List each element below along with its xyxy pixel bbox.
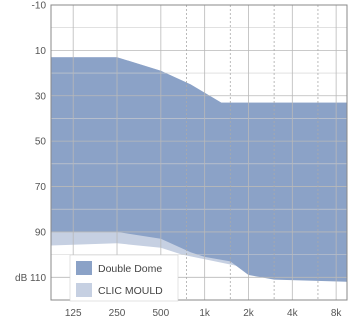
legend: Double Dome CLIC MOULD <box>69 254 179 302</box>
legend-label-double-dome: Double Dome <box>98 263 162 275</box>
y-tick-label: dB 110 <box>15 273 46 284</box>
legend-swatch-double-dome <box>76 261 92 275</box>
x-tick-label: 1k <box>199 308 211 319</box>
legend-swatch-clic-mould <box>76 283 92 297</box>
y-tick-label: 10 <box>35 46 47 57</box>
plot-frame <box>50 4 348 301</box>
y-tick-label: 50 <box>35 137 47 148</box>
y-tick-label: 70 <box>35 182 47 193</box>
x-tick-label: 250 <box>109 308 126 319</box>
legend-label-clic-mould: CLIC MOULD <box>98 285 163 297</box>
x-tick-label: 4k <box>287 308 299 319</box>
y-tick-label: 90 <box>35 227 47 238</box>
y-tick-label: 30 <box>35 91 47 102</box>
area-double-dome <box>51 57 347 282</box>
x-tick-label: 8k <box>331 308 343 319</box>
x-tick-label: 500 <box>152 308 169 319</box>
x-tick-label: 2k <box>243 308 255 319</box>
y-tick-label: -10 <box>32 1 47 12</box>
x-tick-label: 125 <box>65 308 82 319</box>
